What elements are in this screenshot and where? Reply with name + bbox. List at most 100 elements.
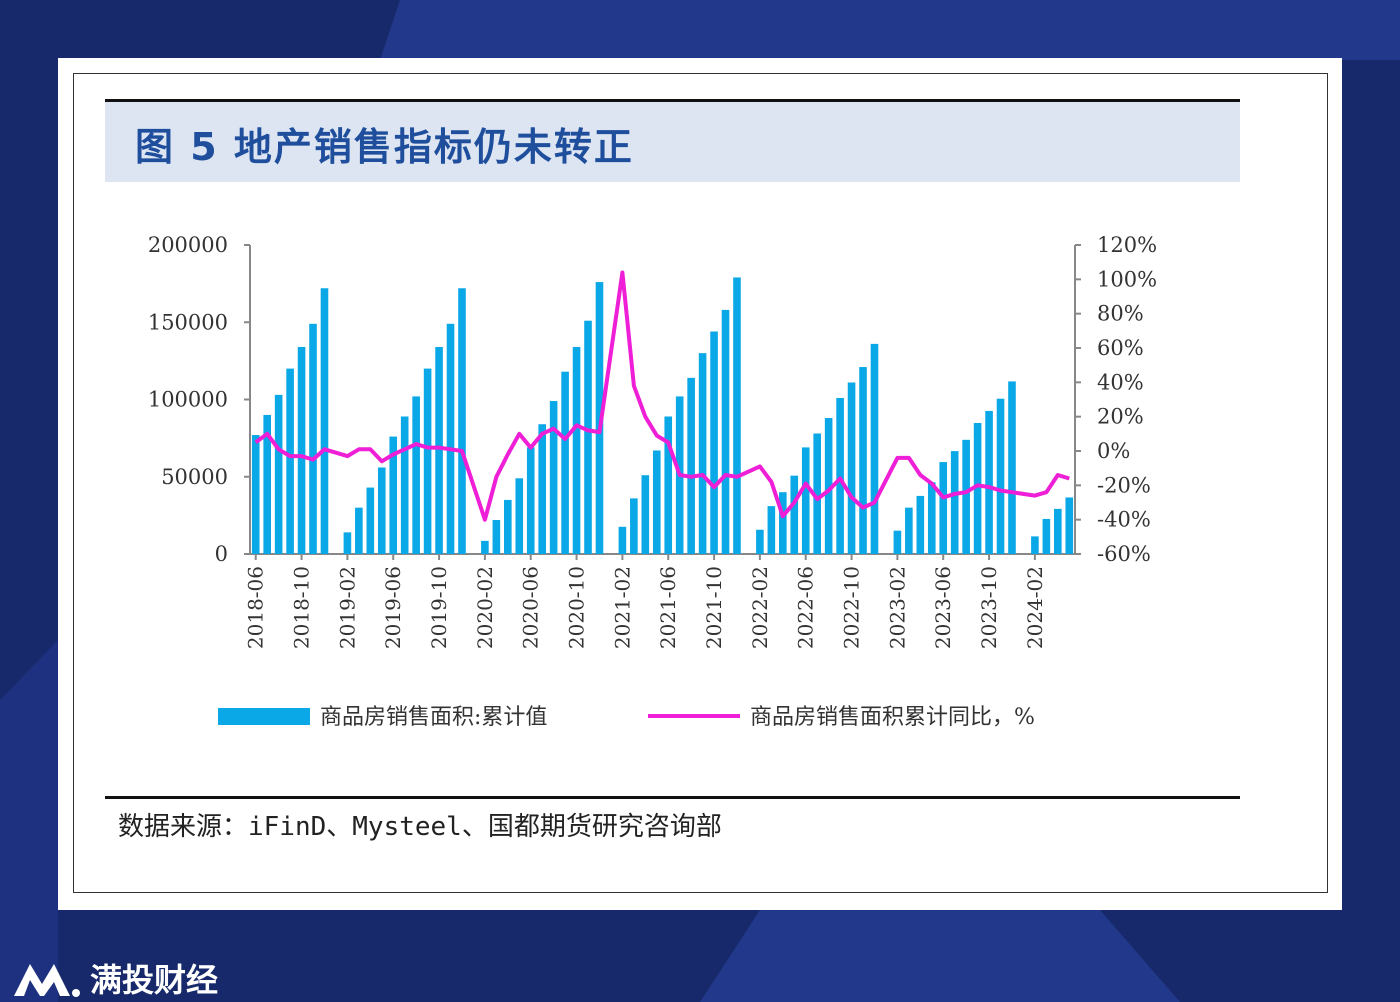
x-axis-tick-label: 2022-02 — [748, 566, 772, 649]
bar-2021-06 — [664, 416, 673, 554]
bar-2023-07 — [950, 451, 959, 554]
bar-2019-07 — [400, 416, 409, 554]
bar-2023-02 — [893, 530, 902, 554]
bar-2024-03 — [1042, 518, 1051, 554]
bar-2022-02 — [756, 529, 764, 554]
right-axis-tick-label: 120% — [1097, 233, 1157, 257]
bar-2022-12 — [870, 343, 879, 554]
bar-2019-06 — [389, 436, 398, 554]
bar-2019-10 — [435, 346, 443, 554]
bar-2020-08 — [549, 401, 558, 554]
brand-logo-icon — [14, 964, 80, 997]
bar-2019-12 — [458, 288, 466, 554]
bar-2019-05 — [377, 467, 386, 554]
x-axis-tick-label: 2022-06 — [794, 566, 818, 649]
bar-2022-10 — [847, 382, 856, 554]
legend-bar-swatch — [218, 708, 310, 725]
bar-2019-02 — [343, 532, 352, 554]
bar-2019-09 — [423, 368, 432, 554]
right-axis-tick-label: 60% — [1097, 336, 1144, 360]
bar-2024-02 — [1031, 536, 1039, 554]
x-axis-tick-label: 2020-06 — [519, 566, 543, 649]
bar-2018-08 — [274, 394, 283, 554]
bar-2021-02 — [618, 526, 627, 554]
bar-2021-12 — [733, 277, 741, 554]
bar-2022-07 — [813, 433, 821, 554]
x-axis-tick-label: 2022-10 — [840, 566, 864, 649]
left-axis-tick-label: 150000 — [148, 310, 228, 334]
left-axis-tick-label: 0 — [215, 542, 228, 566]
bar-2024-04 — [1054, 508, 1062, 554]
bar-2018-10 — [297, 346, 306, 554]
bar-2020-09 — [561, 371, 569, 554]
figure-title: 图 5 地产销售指标仍未转正 — [135, 125, 634, 169]
bar-2023-05 — [927, 482, 936, 554]
bar-2018-11 — [309, 323, 317, 554]
bar-2020-11 — [584, 320, 592, 554]
bar-2023-09 — [973, 422, 982, 554]
bar-2022-08 — [824, 418, 833, 554]
x-axis-tick-label: 2020-10 — [565, 566, 589, 649]
bar-2023-12 — [1008, 381, 1016, 554]
bar-2021-05 — [652, 450, 661, 554]
bar-2020-07 — [538, 424, 546, 554]
bar-2019-03 — [355, 507, 363, 554]
brand-name: 满投财经 — [90, 961, 219, 999]
figure-border — [73, 73, 1328, 893]
x-axis-tick-label: 2021-06 — [656, 566, 680, 649]
bar-2020-05 — [515, 478, 524, 554]
bar-2021-11 — [721, 309, 730, 554]
bar-2021-08 — [687, 377, 695, 554]
bar-2022-03 — [767, 506, 776, 554]
bar-2020-02 — [481, 540, 489, 554]
right-axis-tick-label: 80% — [1097, 302, 1144, 326]
bar-2021-09 — [698, 353, 707, 554]
x-axis-tick-label: 2018-06 — [244, 566, 268, 649]
bar-2023-03 — [905, 507, 913, 554]
bar-2021-10 — [710, 331, 718, 554]
bar-2020-12 — [595, 282, 604, 554]
brand-logo: 满投财经 — [12, 955, 218, 1001]
bar-2022-06 — [801, 447, 810, 554]
x-axis-tick-label: 2021-02 — [610, 566, 634, 649]
bar-2020-06 — [526, 447, 535, 554]
x-axis-tick-label: 2021-10 — [702, 566, 726, 649]
x-axis-tick-label: 2019-06 — [381, 566, 405, 649]
right-axis-tick-label: 0% — [1097, 439, 1130, 463]
x-axis-tick-label: 2018-10 — [290, 566, 314, 649]
footer-divider — [105, 796, 1240, 799]
bar-2020-03 — [492, 520, 501, 554]
legend-line-label: 商品房销售面积累计同比，% — [750, 705, 1035, 730]
bar-2022-05 — [790, 475, 799, 554]
x-axis-tick-label: 2019-10 — [427, 566, 451, 649]
legend-bar-label: 商品房销售面积:累计值 — [320, 705, 547, 730]
bar-2021-03 — [630, 498, 638, 554]
bar-2022-11 — [859, 367, 867, 554]
source-note: 数据来源：iFinD、Mysteel、国都期货研究咨询部 — [118, 812, 722, 842]
bar-2018-12 — [320, 288, 329, 554]
bar-2021-04 — [641, 475, 650, 554]
bar-2018-07 — [263, 414, 271, 554]
bar-2019-04 — [366, 487, 375, 554]
right-axis-tick-label: 20% — [1097, 405, 1144, 429]
x-axis-tick-label: 2023-10 — [977, 566, 1001, 649]
title-band: 图 5 地产销售指标仍未转正 — [105, 99, 1240, 182]
bar-2023-04 — [916, 495, 925, 554]
yoy-line — [254, 270, 1070, 522]
bar-2019-11 — [446, 323, 455, 554]
bar-2022-04 — [779, 492, 787, 554]
left-axis-tick-label: 100000 — [148, 388, 228, 412]
x-axis-tick-label: 2019-02 — [335, 566, 359, 649]
bar-2018-06 — [251, 435, 260, 554]
left-axis-tick-label: 50000 — [161, 465, 228, 489]
right-axis-tick-label: 100% — [1097, 267, 1157, 291]
bar-2024-05 — [1065, 497, 1074, 554]
bar-2020-04 — [504, 499, 512, 554]
bar-2023-08 — [962, 439, 970, 554]
bar-2023-06 — [939, 462, 948, 554]
x-axis-tick-label: 2020-02 — [473, 566, 497, 649]
left-axis-tick-label: 200000 — [148, 233, 228, 257]
right-axis-tick-label: -60% — [1097, 542, 1151, 566]
